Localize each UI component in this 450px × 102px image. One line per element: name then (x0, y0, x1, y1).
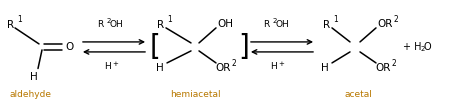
Text: 2: 2 (391, 59, 396, 68)
Text: acetal: acetal (344, 90, 372, 99)
Text: H: H (156, 63, 164, 73)
Text: R: R (323, 20, 330, 30)
Text: 2: 2 (231, 59, 236, 68)
Text: H: H (270, 62, 277, 71)
Text: +: + (112, 61, 118, 67)
Text: R: R (263, 20, 269, 29)
Text: [: [ (150, 33, 161, 61)
Text: H: H (104, 62, 111, 71)
Text: 2: 2 (107, 18, 112, 24)
Text: OH: OH (276, 20, 290, 29)
Text: 1: 1 (333, 15, 338, 24)
Text: OH: OH (217, 19, 233, 29)
Text: 1: 1 (17, 15, 22, 24)
Text: OR: OR (375, 63, 391, 73)
Text: 2: 2 (421, 46, 425, 52)
Text: 2: 2 (393, 15, 398, 24)
Text: 1: 1 (167, 15, 172, 24)
Text: R: R (97, 20, 103, 29)
Text: O: O (424, 42, 432, 52)
Text: ]: ] (238, 33, 249, 61)
Text: 2: 2 (273, 18, 277, 24)
Text: +: + (278, 61, 284, 67)
Text: R: R (157, 20, 164, 30)
Text: OH: OH (110, 20, 124, 29)
Text: O: O (65, 42, 73, 52)
Text: aldehyde: aldehyde (9, 90, 51, 99)
Text: R: R (7, 20, 14, 30)
Text: + H: + H (403, 42, 422, 52)
Text: hemiacetal: hemiacetal (170, 90, 220, 99)
Text: H: H (30, 72, 38, 81)
Text: OR: OR (215, 63, 230, 73)
Text: H: H (321, 63, 329, 73)
Text: OR: OR (377, 19, 392, 29)
